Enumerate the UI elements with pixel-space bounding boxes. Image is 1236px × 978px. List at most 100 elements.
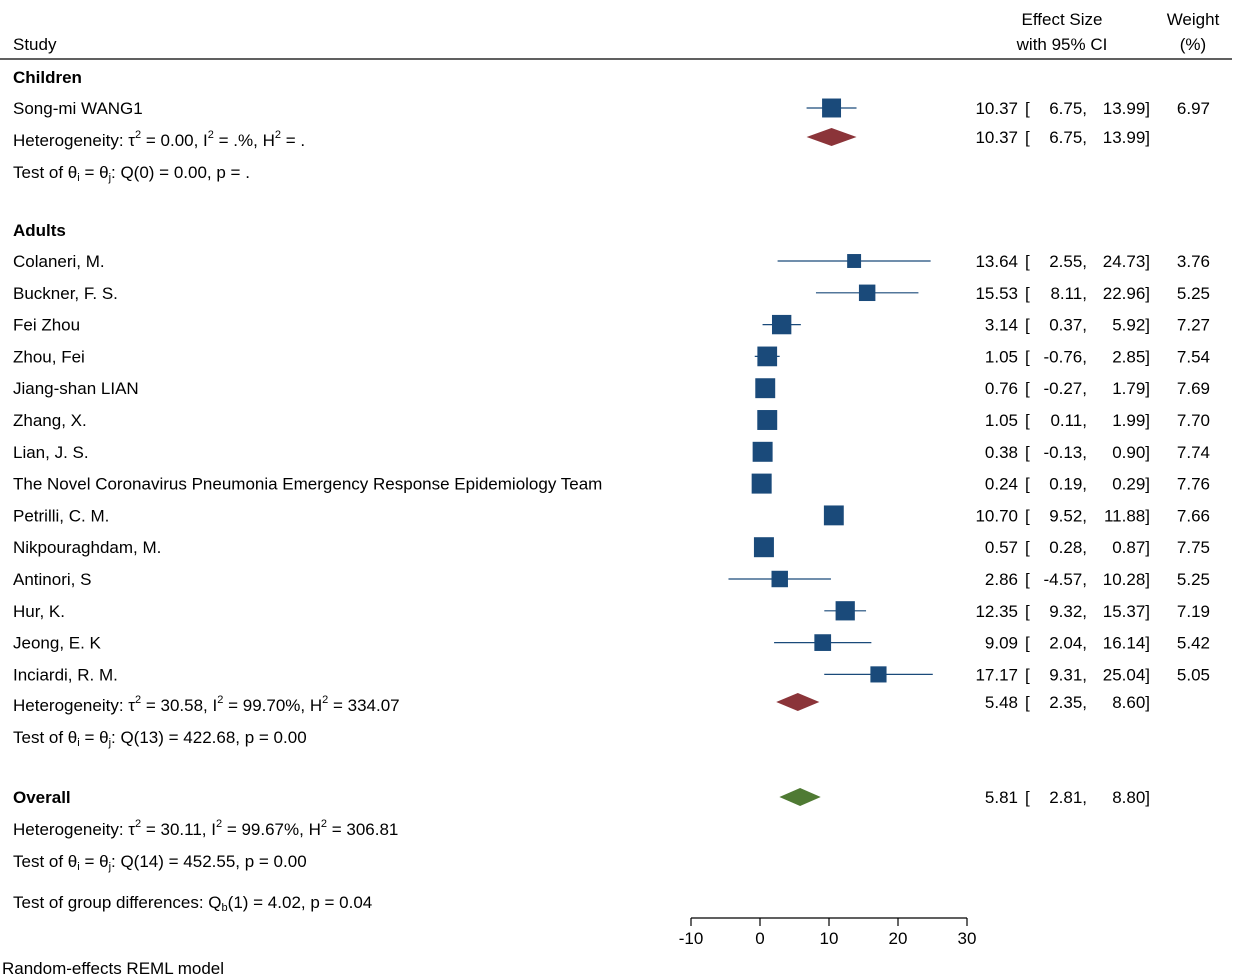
study-marker [814, 634, 832, 651]
study-ci-upper: 11.88] [1104, 506, 1150, 525]
study-ci-lower: 0.28, [1049, 538, 1087, 557]
study-ci-estimate: 0.57 [985, 538, 1018, 557]
study-ci-open-bracket: [ [1025, 665, 1030, 684]
study-ci-estimate: 0.24 [985, 475, 1018, 494]
group-heterogeneity-text: = 30.58, I [141, 696, 217, 715]
x-tick-label: 10 [820, 929, 839, 948]
group-heterogeneity-text: = . [281, 131, 305, 150]
study-ci-lower: 9.52, [1049, 506, 1087, 525]
study-weight: 7.69 [1177, 379, 1210, 398]
group-heterogeneity-sup: 2 [208, 129, 214, 141]
study-ci-upper: 5.92] [1112, 316, 1150, 335]
study-ci-upper: 16.14] [1103, 634, 1150, 653]
group-heterogeneity-sup: 2 [275, 129, 281, 141]
study-weight: 7.19 [1177, 602, 1210, 621]
group-summary-diamond [806, 128, 857, 146]
overall-test: Test of θi = θj: Q(14) = 452.55, p = 0.0… [13, 852, 307, 873]
study-name: Jeong, E. K [13, 634, 102, 653]
study-marker [751, 473, 772, 494]
study-ci-estimate: 1.05 [985, 347, 1018, 366]
study-ci-open-bracket: [ [1025, 252, 1030, 271]
study-ci-estimate: 13.64 [975, 252, 1018, 271]
group-heterogeneity-text: = 99.70%, H [223, 696, 322, 715]
overall-test-text: Test of θ [13, 852, 77, 871]
group-test-sub: i [77, 172, 79, 184]
x-axis: -10 0 10 20 30 [679, 917, 977, 948]
study-ci-open-bracket: [ [1025, 284, 1030, 303]
study-marker [858, 284, 876, 302]
group-summary-open-bracket: [ [1025, 128, 1030, 147]
study-marker [757, 346, 778, 367]
group-test-sub: i [77, 737, 79, 749]
study-marker [753, 537, 774, 558]
study-weight: 5.42 [1177, 634, 1210, 653]
overall-heterogeneity: Heterogeneity: τ2 = 30.11, I2 = 99.67%, … [13, 818, 398, 839]
study-name: Zhang, X. [13, 411, 87, 430]
study-name: Zhou, Fei [13, 347, 85, 366]
group-heterogeneity-sup: 2 [135, 694, 141, 706]
study-marker [771, 314, 792, 335]
study-ci-open-bracket: [ [1025, 411, 1030, 430]
group-differences-text: (1) = 4.02, p = 0.04 [228, 893, 373, 912]
overall-heterogeneity-sup: 2 [135, 818, 141, 830]
study-marker [847, 254, 862, 268]
study-weight: 6.97 [1177, 99, 1210, 118]
study-ci-estimate: 2.86 [985, 570, 1018, 589]
group-test-sub: j [108, 737, 111, 749]
study-weight: 7.66 [1177, 506, 1210, 525]
group-summary-estimate: 10.37 [975, 128, 1018, 147]
study-ci-lower: 9.32, [1049, 602, 1087, 621]
group-test-text: : Q(0) = 0.00, p = . [111, 163, 250, 182]
header-study: Study [13, 35, 57, 54]
study-ci-open-bracket: [ [1025, 347, 1030, 366]
group-heterogeneity: Heterogeneity: τ2 = 30.58, I2 = 99.70%, … [13, 694, 400, 715]
study-ci-upper: 13.99] [1103, 99, 1150, 118]
study-ci-open-bracket: [ [1025, 475, 1030, 494]
study-marker [870, 666, 887, 683]
group-test: Test of θi = θj: Q(0) = 0.00, p = . [13, 163, 250, 184]
group-heterogeneity-text: = 334.07 [328, 696, 399, 715]
study-ci-upper: 22.96] [1103, 284, 1150, 303]
group-label: Adults [13, 221, 66, 240]
overall-heterogeneity-text: = 99.67%, H [222, 820, 321, 839]
study-ci-upper: 0.29] [1112, 475, 1150, 494]
group-test-text: Test of θ [13, 728, 77, 747]
group-test-text: = θ [80, 163, 109, 182]
study-name: Colaneri, M. [13, 252, 105, 271]
overall-test-sub: i [77, 861, 79, 873]
study-weight: 7.27 [1177, 316, 1210, 335]
study-weight: 7.75 [1177, 538, 1210, 557]
group-summary-upper: 13.99] [1103, 128, 1150, 147]
study-ci-estimate: 0.38 [985, 443, 1018, 462]
study-ci-upper: 10.28] [1103, 570, 1150, 589]
study-name: Jiang-shan LIAN [13, 379, 139, 398]
study-ci-estimate: 10.37 [975, 99, 1018, 118]
study-ci-lower: 9.31, [1049, 665, 1087, 684]
group-heterogeneity-text: Heterogeneity: τ [13, 131, 135, 150]
study-name: Buckner, F. S. [13, 284, 118, 303]
study-marker [771, 570, 788, 588]
study-ci-lower: 6.75, [1049, 99, 1087, 118]
group-label: Children [13, 68, 82, 87]
group-differences-sub: b [222, 902, 228, 914]
header-weight-line2: (%) [1180, 35, 1206, 54]
study-ci-lower: 2.04, [1049, 634, 1087, 653]
study-ci-estimate: 10.70 [975, 506, 1018, 525]
x-tick-label: 30 [958, 929, 977, 948]
study-ci-upper: 0.90] [1112, 443, 1150, 462]
group-heterogeneity: Heterogeneity: τ2 = 0.00, I2 = .%, H2 = … [13, 129, 305, 150]
overall-summary-upper: 8.80] [1112, 788, 1150, 807]
study-weight: 7.70 [1177, 411, 1210, 430]
study-ci-upper: 2.85] [1112, 347, 1150, 366]
study-ci-upper: 1.79] [1112, 379, 1150, 398]
study-ci-lower: 0.37, [1049, 316, 1087, 335]
overall-test-sub: j [108, 861, 111, 873]
study-weight: 7.74 [1177, 443, 1210, 462]
study-marker [752, 441, 773, 462]
study-name: Hur, K. [13, 602, 65, 621]
forest-rows: Children Song-mi WANG1 10.37 [6.75, 13.99] 6.… [13, 68, 1210, 914]
group-differences-text: Test of group differences: Q [13, 893, 222, 912]
overall-summary-open-bracket: [ [1025, 788, 1030, 807]
study-ci-open-bracket: [ [1025, 443, 1030, 462]
study-ci-lower: 8.11, [1050, 284, 1087, 303]
